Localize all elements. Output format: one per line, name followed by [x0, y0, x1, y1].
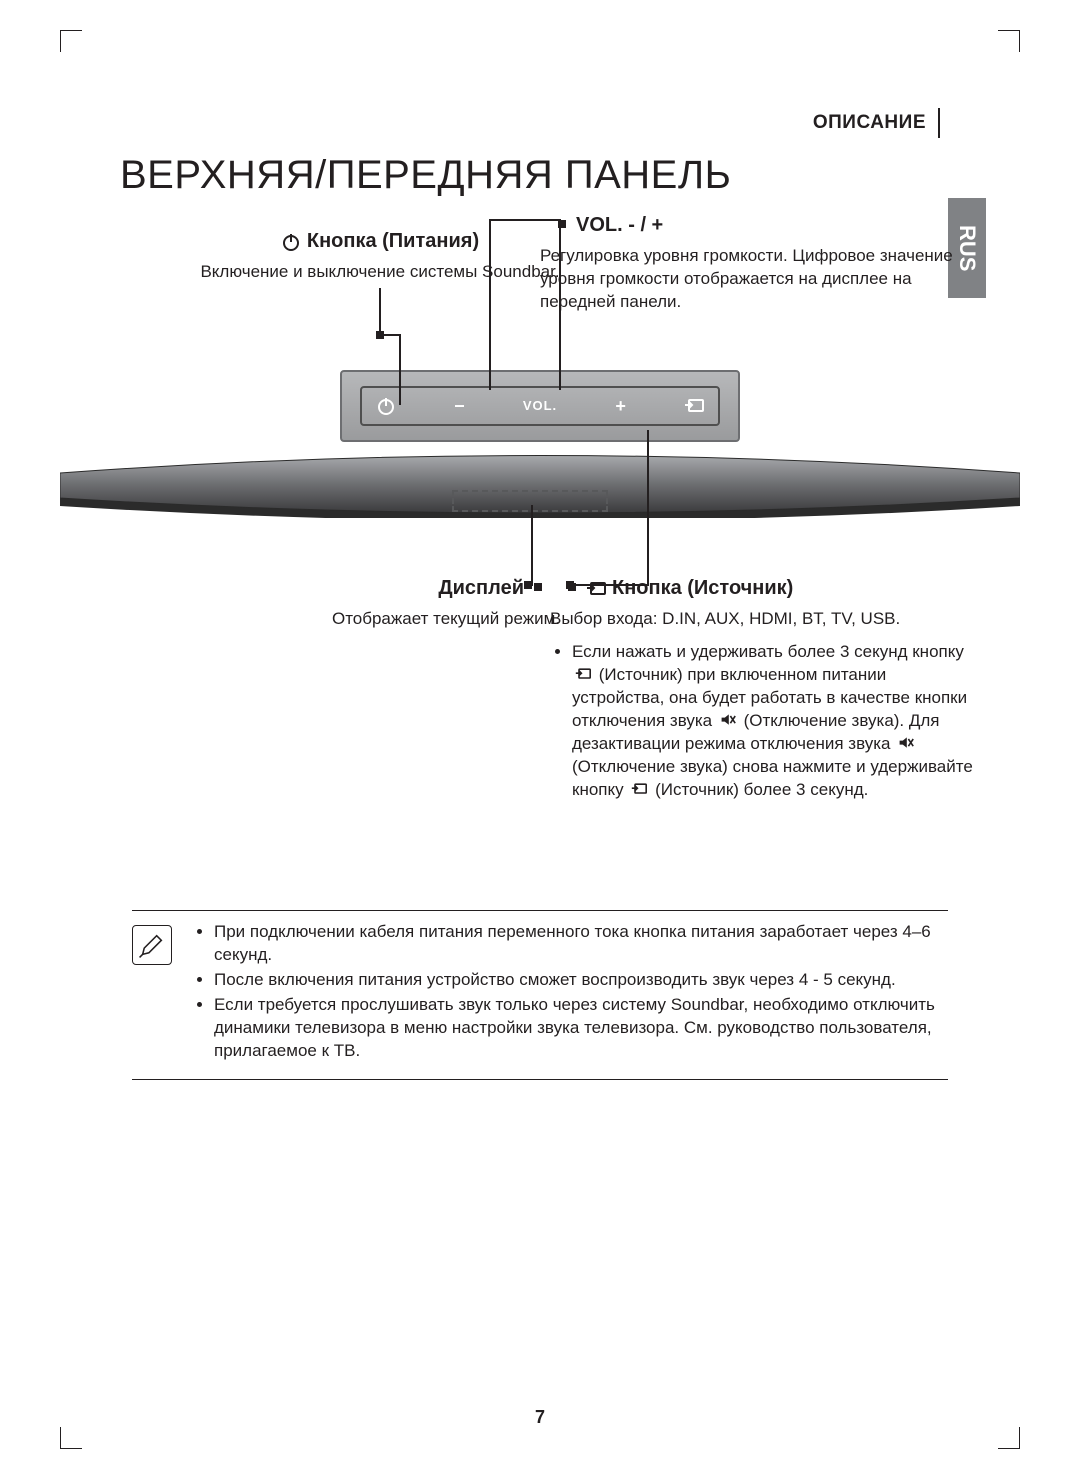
callout-volume: VOL. - / + Регулировка уровня громкости.…	[540, 212, 970, 314]
mute-icon	[717, 712, 739, 728]
note-item: После включения питания устройство сможе…	[214, 969, 948, 992]
vol-minus: −	[454, 394, 465, 418]
display-area	[452, 490, 608, 512]
callout-volume-desc: Регулировка уровня громкости. Цифровое з…	[540, 245, 970, 314]
callout-source-desc: Выбор входа: D.IN, AUX, HDMI, BT, TV, US…	[550, 608, 980, 631]
callout-power-title: Кнопка (Питания)	[307, 228, 479, 255]
source-icon	[628, 781, 650, 797]
note-item: Если требуется прослушивать звук только …	[214, 994, 948, 1063]
callout-power: Кнопка (Питания) Включение и выключение …	[180, 228, 580, 284]
vol-plus: +	[615, 394, 626, 418]
vol-label: VOL.	[523, 397, 557, 415]
callout-display: Дисплей Отображает текущий режим.	[220, 575, 560, 631]
notes-section: При подключении кабеля питания переменно…	[132, 910, 948, 1080]
source-icon	[586, 579, 606, 599]
page-number: 7	[60, 1405, 1020, 1429]
note-item: При подключении кабеля питания переменно…	[214, 921, 948, 967]
callout-display-desc: Отображает текущий режим.	[220, 608, 560, 631]
callout-power-desc: Включение и выключение системы Soundbar.	[180, 261, 580, 284]
pencil-icon	[138, 931, 166, 959]
section-label: ОПИСАНИЕ	[813, 108, 940, 138]
callout-volume-title: VOL. - / +	[576, 212, 663, 239]
callout-display-title: Дисплей	[438, 575, 524, 602]
power-icon	[376, 396, 396, 416]
callout-source-title: Кнопка (Источник)	[612, 575, 793, 602]
soundbar-top-panel: − VOL. +	[340, 370, 740, 442]
mute-icon	[895, 735, 917, 751]
page-title: ВЕРХНЯЯ/ПЕРЕДНЯЯ ПАНЕЛЬ	[120, 148, 731, 202]
callout-source: Кнопка (Источник) Выбор входа: D.IN, AUX…	[550, 575, 980, 804]
source-icon	[572, 666, 594, 682]
power-icon	[281, 232, 301, 252]
source-icon	[684, 396, 704, 416]
notes-list: При подключении кабеля питания переменно…	[192, 921, 948, 1065]
note-icon	[132, 925, 172, 965]
callout-source-bullet: Если нажать и удерживать более 3 секунд …	[572, 641, 980, 802]
page-frame: ОПИСАНИЕ RUS ВЕРХНЯЯ/ПЕРЕДНЯЯ ПАНЕЛЬ Кно…	[60, 30, 1020, 1449]
device-illustration: − VOL. +	[60, 370, 1020, 540]
